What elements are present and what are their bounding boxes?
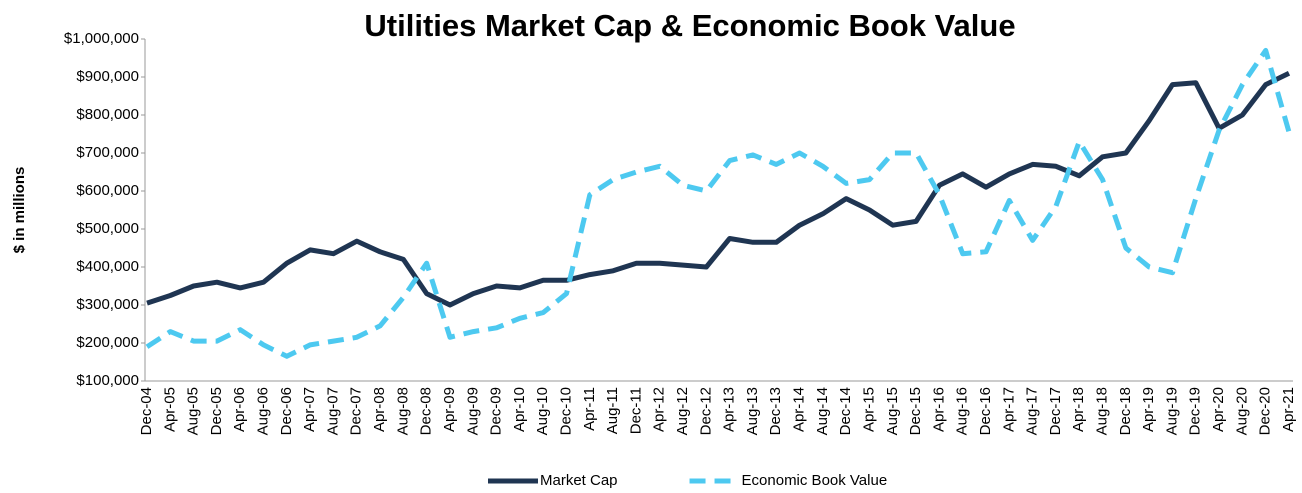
chart-title: Utilities Market Cap & Economic Book Val… [364,8,1015,43]
x-tick-label: Apr-05 [161,387,178,432]
x-tick-label: Dec-04 [138,387,155,435]
x-tick-label: Aug-19 [1163,387,1180,435]
x-tick-label: Dec-09 [488,387,505,435]
y-tick-label: $800,000 [76,106,139,123]
x-tick-label: Aug-17 [1024,387,1041,435]
y-tick-label: $300,000 [76,296,139,313]
legend-label: Economic Book Value [742,472,888,489]
y-tick-label: $200,000 [76,334,139,351]
x-tick-label: Aug-14 [814,387,831,435]
x-tick-label: Dec-14 [837,387,854,435]
x-tick-label: Apr-13 [721,387,738,432]
x-tick-label: Aug-15 [884,387,901,435]
x-tick-label: Apr-19 [1140,387,1157,432]
x-tick-label: Dec-12 [697,387,714,435]
x-tick-label: Dec-20 [1257,387,1274,435]
x-tick-label: Aug-07 [324,387,341,435]
y-axis-label: $ in millions [11,167,28,254]
y-tick-label: $700,000 [76,144,139,161]
x-tick-label: Dec-10 [557,387,574,435]
x-tick-label: Dec-18 [1117,387,1134,435]
x-tick-label: Aug-08 [394,387,411,435]
x-tick-label: Aug-13 [744,387,761,435]
y-tick-label: $900,000 [76,68,139,85]
x-tick-label: Apr-21 [1280,387,1297,432]
line-series [145,47,1292,359]
x-tick-label: Dec-08 [418,387,435,435]
x-tick-label: Aug-12 [674,387,691,435]
x-tick-label: Apr-16 [930,387,947,432]
x-tick-label: Apr-06 [231,387,248,432]
line-series [146,70,1291,308]
x-tick-label: Dec-11 [627,387,644,434]
x-tick-label: Dec-16 [977,387,994,435]
x-tick-label: Aug-11 [604,387,621,434]
x-tick-label: Dec-05 [208,387,225,435]
x-tick-label: Apr-20 [1210,387,1227,432]
x-tick-label: Aug-05 [185,387,202,435]
y-tick-label: $1,000,000 [64,30,139,47]
x-tick-label: Apr-15 [860,387,877,432]
y-tick-label: $100,000 [76,372,139,389]
x-tick-label: Dec-13 [767,387,784,435]
legend-label: Market Cap [540,472,618,489]
x-tick-label: Apr-07 [301,387,318,432]
x-tick-label: Apr-18 [1070,387,1087,432]
x-tick-label: Aug-18 [1094,387,1111,435]
x-tick-label: Apr-14 [791,387,808,432]
y-tick-label: $500,000 [76,220,139,237]
x-tick-label: Aug-06 [254,387,271,435]
x-tick-label: Apr-11 [581,387,598,431]
x-tick-label: Apr-09 [441,387,458,432]
x-tick-label: Apr-10 [511,387,528,432]
x-tick-label: Aug-10 [534,387,551,435]
x-tick-label: Dec-17 [1047,387,1064,435]
x-tick-label: Aug-16 [954,387,971,435]
x-tick-label: Apr-17 [1000,387,1017,432]
x-tick-label: Apr-08 [371,387,388,432]
y-tick-label: $600,000 [76,182,139,199]
x-tick-label: Dec-19 [1187,387,1204,435]
y-tick-label: $400,000 [76,258,139,275]
x-tick-label: Dec-07 [348,387,365,435]
x-tick-label: Aug-20 [1233,387,1250,435]
x-tick-label: Aug-09 [464,387,481,435]
x-tick-label: Apr-12 [651,387,668,432]
x-tick-label: Dec-06 [278,387,295,435]
x-tick-label: Dec-15 [907,387,924,435]
